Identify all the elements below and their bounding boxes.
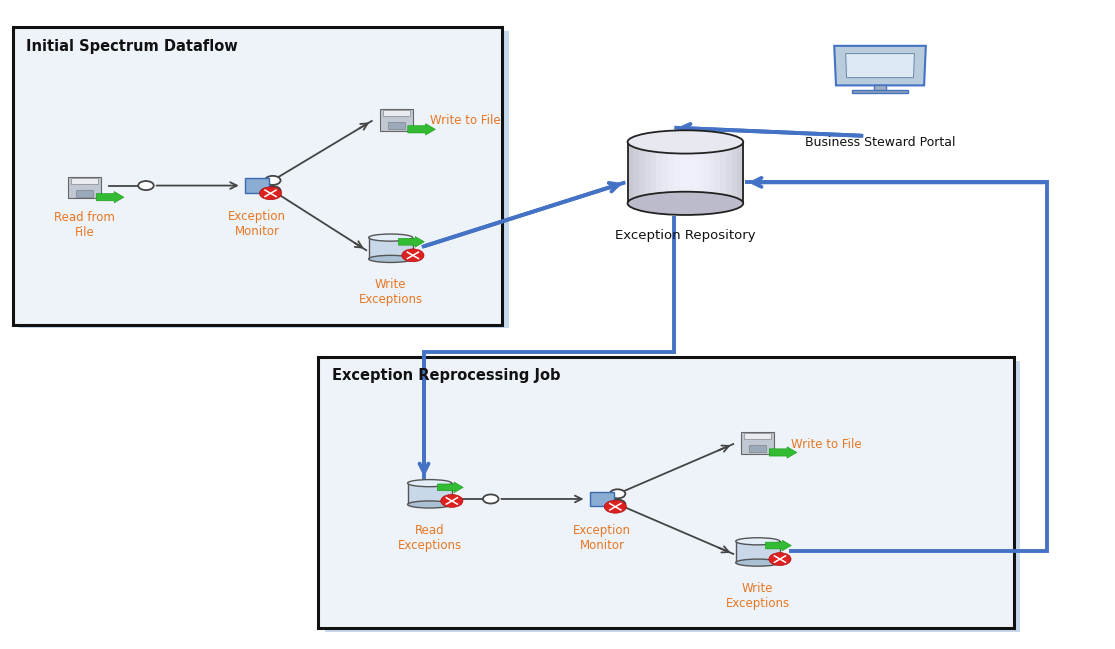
Text: Read
Exceptions: Read Exceptions — [398, 524, 462, 552]
Circle shape — [260, 187, 282, 200]
Bar — [644, 142, 652, 203]
Text: Write to File: Write to File — [429, 114, 501, 127]
Ellipse shape — [369, 234, 413, 241]
Text: Exception
Monitor: Exception Monitor — [573, 524, 631, 552]
Bar — [590, 492, 614, 506]
Ellipse shape — [736, 559, 779, 566]
Bar — [651, 142, 658, 203]
Text: Write
Exceptions: Write Exceptions — [359, 278, 423, 306]
Bar — [388, 122, 405, 129]
Ellipse shape — [628, 191, 744, 215]
Bar — [852, 90, 908, 93]
Bar — [749, 445, 766, 452]
Bar — [639, 142, 646, 203]
Circle shape — [440, 495, 463, 508]
Bar — [731, 142, 738, 203]
Text: Write
Exceptions: Write Exceptions — [726, 582, 789, 609]
Bar — [633, 142, 640, 203]
Bar — [708, 142, 716, 203]
Bar — [686, 142, 692, 203]
Bar — [662, 142, 669, 203]
Bar — [71, 178, 98, 184]
Ellipse shape — [736, 538, 779, 545]
Circle shape — [138, 181, 154, 190]
Polygon shape — [845, 54, 914, 78]
Bar — [668, 142, 675, 203]
Ellipse shape — [369, 255, 413, 262]
Bar — [680, 142, 687, 203]
Polygon shape — [834, 46, 925, 86]
Circle shape — [265, 186, 281, 195]
Text: Exception Reprocessing Job: Exception Reprocessing Job — [332, 369, 560, 384]
Bar — [379, 109, 413, 130]
Text: Exception
Monitor: Exception Monitor — [229, 210, 287, 238]
Text: Business Steward Portal: Business Steward Portal — [805, 136, 956, 149]
FancyArrow shape — [398, 236, 425, 247]
Bar — [691, 142, 698, 203]
FancyArrow shape — [769, 447, 797, 458]
Bar — [408, 483, 452, 504]
Bar — [737, 142, 745, 203]
Circle shape — [610, 500, 626, 509]
FancyArrow shape — [766, 540, 792, 551]
Circle shape — [769, 552, 791, 565]
Bar — [736, 541, 779, 563]
Bar — [77, 190, 94, 197]
Bar — [657, 142, 663, 203]
Text: Initial Spectrum Dataflow: Initial Spectrum Dataflow — [26, 39, 237, 54]
Circle shape — [604, 500, 627, 513]
Bar — [245, 178, 270, 193]
Text: Exception Repository: Exception Repository — [615, 229, 756, 242]
Bar — [673, 142, 681, 203]
Bar — [720, 142, 727, 203]
Ellipse shape — [628, 130, 744, 154]
Text: Write to File: Write to File — [791, 437, 862, 450]
FancyArrow shape — [408, 124, 435, 135]
Circle shape — [401, 249, 424, 262]
Bar — [745, 434, 772, 439]
Bar — [697, 142, 704, 203]
Bar — [628, 142, 634, 203]
Bar — [741, 432, 775, 454]
FancyBboxPatch shape — [319, 357, 1014, 628]
Bar — [68, 177, 101, 199]
Circle shape — [610, 489, 626, 498]
Text: Read from
File: Read from File — [55, 212, 115, 239]
Circle shape — [483, 495, 498, 504]
FancyBboxPatch shape — [19, 31, 508, 328]
Bar — [874, 85, 886, 91]
FancyArrow shape — [437, 482, 463, 493]
Bar — [369, 238, 413, 259]
Bar — [702, 142, 709, 203]
Ellipse shape — [408, 480, 452, 487]
FancyArrow shape — [96, 191, 124, 203]
Bar — [726, 142, 733, 203]
FancyBboxPatch shape — [12, 27, 502, 324]
Bar — [628, 142, 744, 203]
Circle shape — [265, 176, 281, 185]
FancyBboxPatch shape — [326, 361, 1020, 632]
Ellipse shape — [408, 501, 452, 508]
Bar — [715, 142, 721, 203]
Bar — [382, 110, 409, 116]
